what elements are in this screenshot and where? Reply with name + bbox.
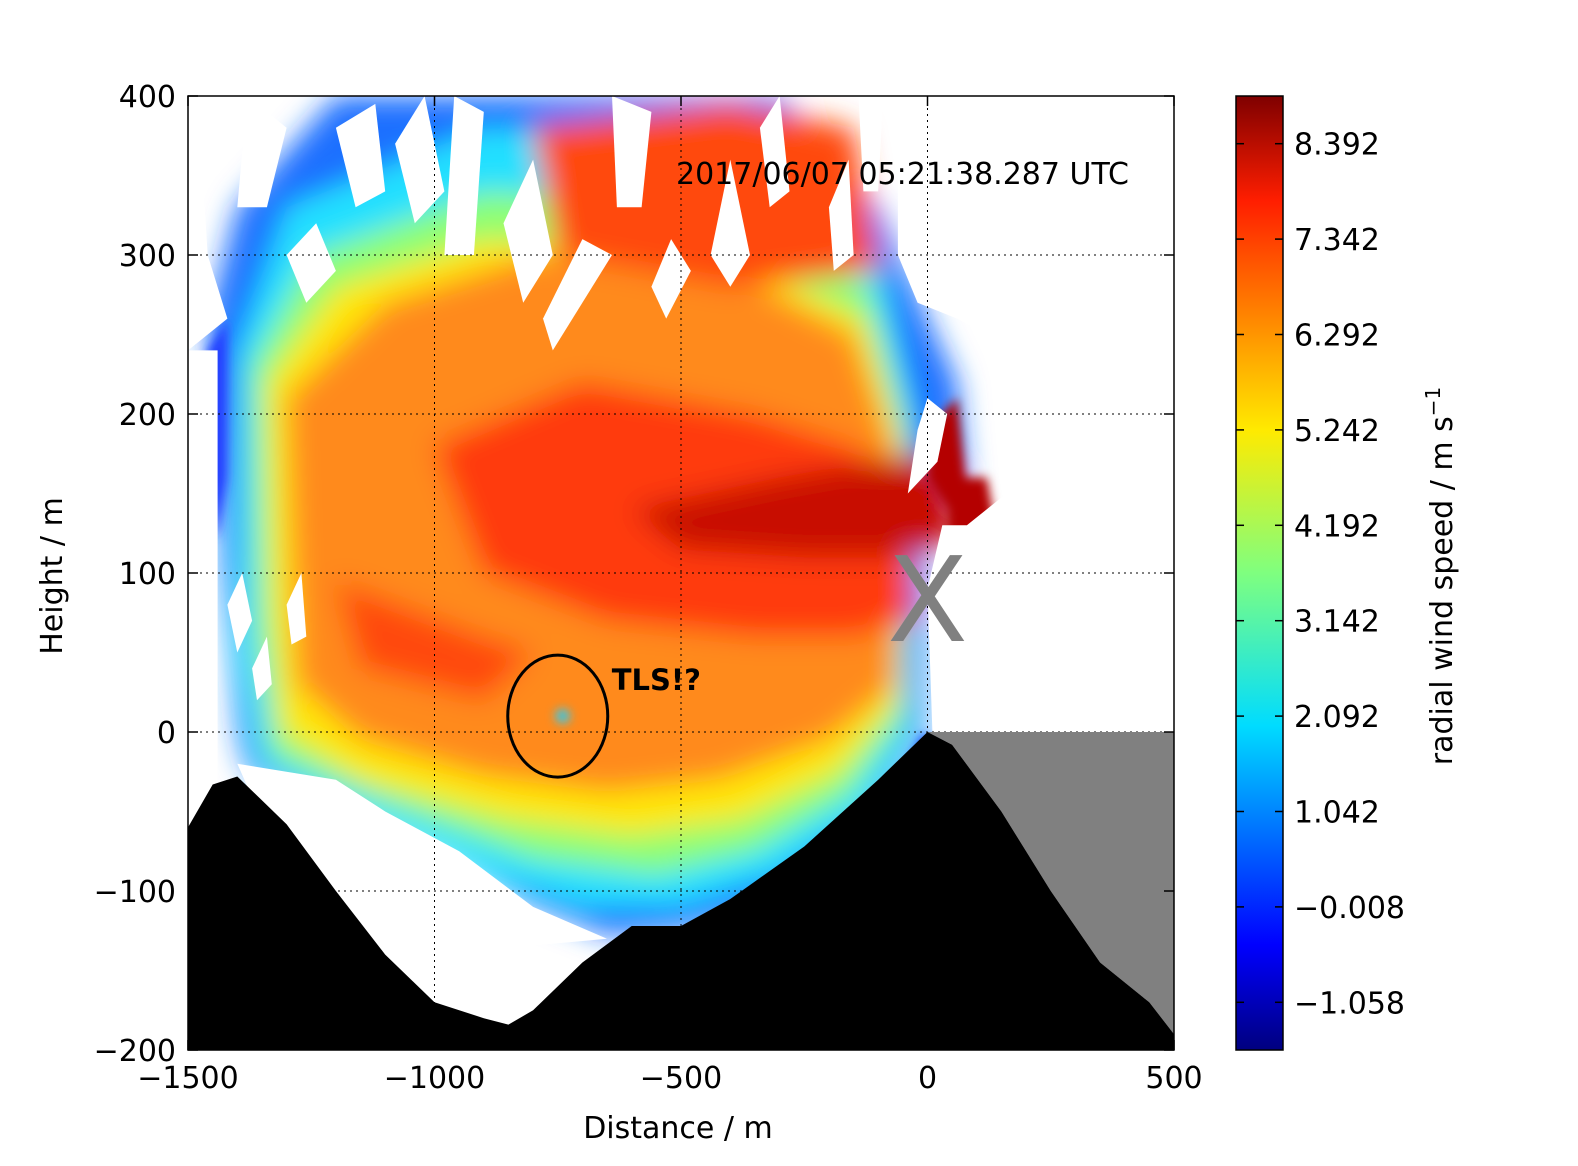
colorbar-tick-label: 3.142 [1294, 605, 1380, 640]
masked-gap [543, 239, 612, 351]
shadow-region [927, 732, 1174, 1050]
y-tick-label: 400 [119, 80, 176, 115]
x-tick-label: 0 [918, 1061, 937, 1096]
plot-area [188, 96, 1174, 1050]
colorbar-tick-label: 7.342 [1294, 223, 1380, 258]
colorbar-label: radial wind speed / m s−1 [1421, 387, 1460, 766]
x-tick-label: −500 [640, 1061, 722, 1096]
masked-gap [612, 96, 652, 208]
colorbar-tick-label: 1.042 [1294, 796, 1380, 831]
masked-gap [759, 96, 790, 208]
masked-gap [828, 159, 854, 271]
tls-ellipse [506, 653, 610, 779]
colorbar-ticks: 8.392 7.342 6.292 5.242 4.192 3.142 2.092 1.042… [1236, 128, 1405, 1021]
colorbar-tick-label: 5.242 [1294, 414, 1380, 449]
masked-gap [858, 96, 884, 192]
masked-gap [286, 223, 336, 303]
colorbar: 8.392 7.342 6.292 5.242 4.192 3.142 2.092 1.042… [1235, 95, 1460, 1051]
colorbar-tick-label: 4.192 [1294, 509, 1380, 544]
masked-gap [237, 763, 608, 955]
masked-gap [503, 159, 553, 303]
wind-lower-streak [335, 581, 534, 701]
x-tick-label: 500 [1145, 1061, 1202, 1096]
tls-low-speed-spot [555, 709, 570, 724]
masked-gap [237, 96, 287, 208]
y-axis: −200 −100 0 100 200 300 400 [94, 80, 1174, 1069]
colorbar-gradient [1235, 95, 1284, 1051]
masked-gap [188, 350, 218, 780]
colorbar-tick-label: 8.392 [1294, 128, 1380, 163]
wind-core-darkred [631, 453, 958, 558]
masked-gap [286, 573, 307, 645]
x-axis-label: Distance / m [583, 1111, 773, 1146]
x-tick-label: −1500 [137, 1061, 238, 1096]
grid-lines [188, 96, 1174, 1050]
tls-annotation: TLS!? [612, 663, 701, 697]
colorbar-tick-label: −1.058 [1294, 986, 1405, 1021]
masked-gap [252, 636, 272, 701]
y-tick-label: 200 [119, 398, 176, 433]
y-tick-label: 300 [119, 239, 176, 274]
masked-gap [335, 103, 386, 208]
timestamp-label: 2017/06/07 05:21:38.287 UTC [676, 157, 1129, 192]
x-axis: −1500 −1000 −500 0 500 [137, 96, 1203, 1096]
masked-gap [444, 96, 484, 255]
colorbar-tick-label: 2.092 [1294, 700, 1380, 735]
instrument-marker: X [887, 531, 968, 669]
terrain-profile [188, 732, 1174, 1050]
colorbar-tick-label: −0.008 [1294, 891, 1405, 926]
y-tick-label: −100 [94, 875, 176, 910]
y-tick-label: −200 [94, 1034, 176, 1069]
x-tick-label: −1000 [384, 1061, 485, 1096]
y-tick-label: 100 [119, 557, 176, 592]
masked-gap [395, 96, 445, 224]
masked-gap [227, 573, 253, 653]
colorbar-tick-label: 6.292 [1294, 319, 1380, 354]
y-axis-label: Height / m [35, 497, 70, 655]
masked-gap [188, 96, 228, 351]
y-tick-label: 0 [157, 716, 176, 751]
